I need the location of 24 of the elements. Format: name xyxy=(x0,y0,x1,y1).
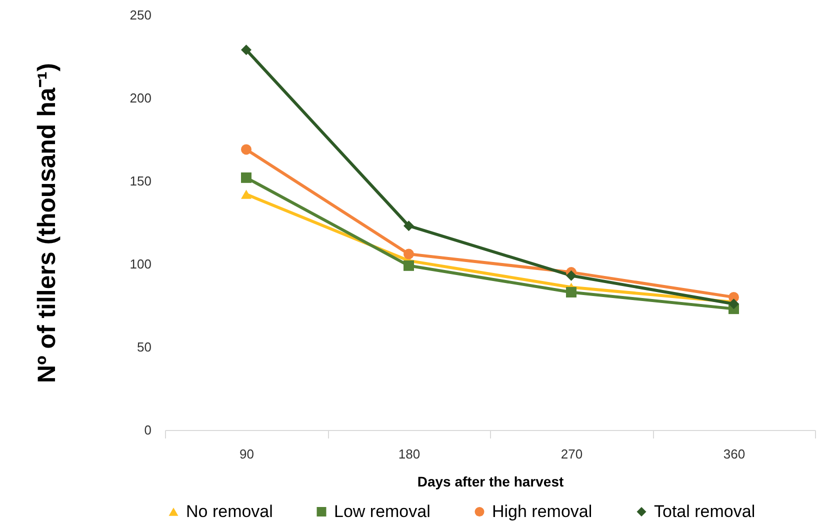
point xyxy=(728,298,739,310)
x-tick-label: 90 xyxy=(240,446,254,462)
point xyxy=(404,260,414,271)
point xyxy=(241,172,252,183)
y-tick-label: 200 xyxy=(130,90,152,106)
y-axis-title: Nº of tillers (thousand ha⁻¹) xyxy=(32,63,61,383)
point xyxy=(241,144,252,155)
x-tick-label: 270 xyxy=(560,446,583,462)
legend-label: Low removal xyxy=(334,502,430,521)
legend-label: Total removal xyxy=(654,502,756,521)
x-tick-label: 360 xyxy=(723,446,746,462)
y-tick-label: 150 xyxy=(130,174,152,188)
legend-label: No removal xyxy=(186,502,273,521)
point xyxy=(404,248,414,260)
point xyxy=(241,44,252,56)
point xyxy=(404,220,414,232)
y-tick-label: 0 xyxy=(144,422,152,438)
y-tick-label: 50 xyxy=(137,340,152,354)
point xyxy=(566,270,576,281)
y-tick-label: 100 xyxy=(130,256,152,272)
y-tick-label: 250 xyxy=(130,8,152,22)
x-axis-title: Days after the harvest xyxy=(417,474,564,490)
legend-label: High removal xyxy=(492,502,592,521)
x-tick-label: 180 xyxy=(398,446,420,462)
